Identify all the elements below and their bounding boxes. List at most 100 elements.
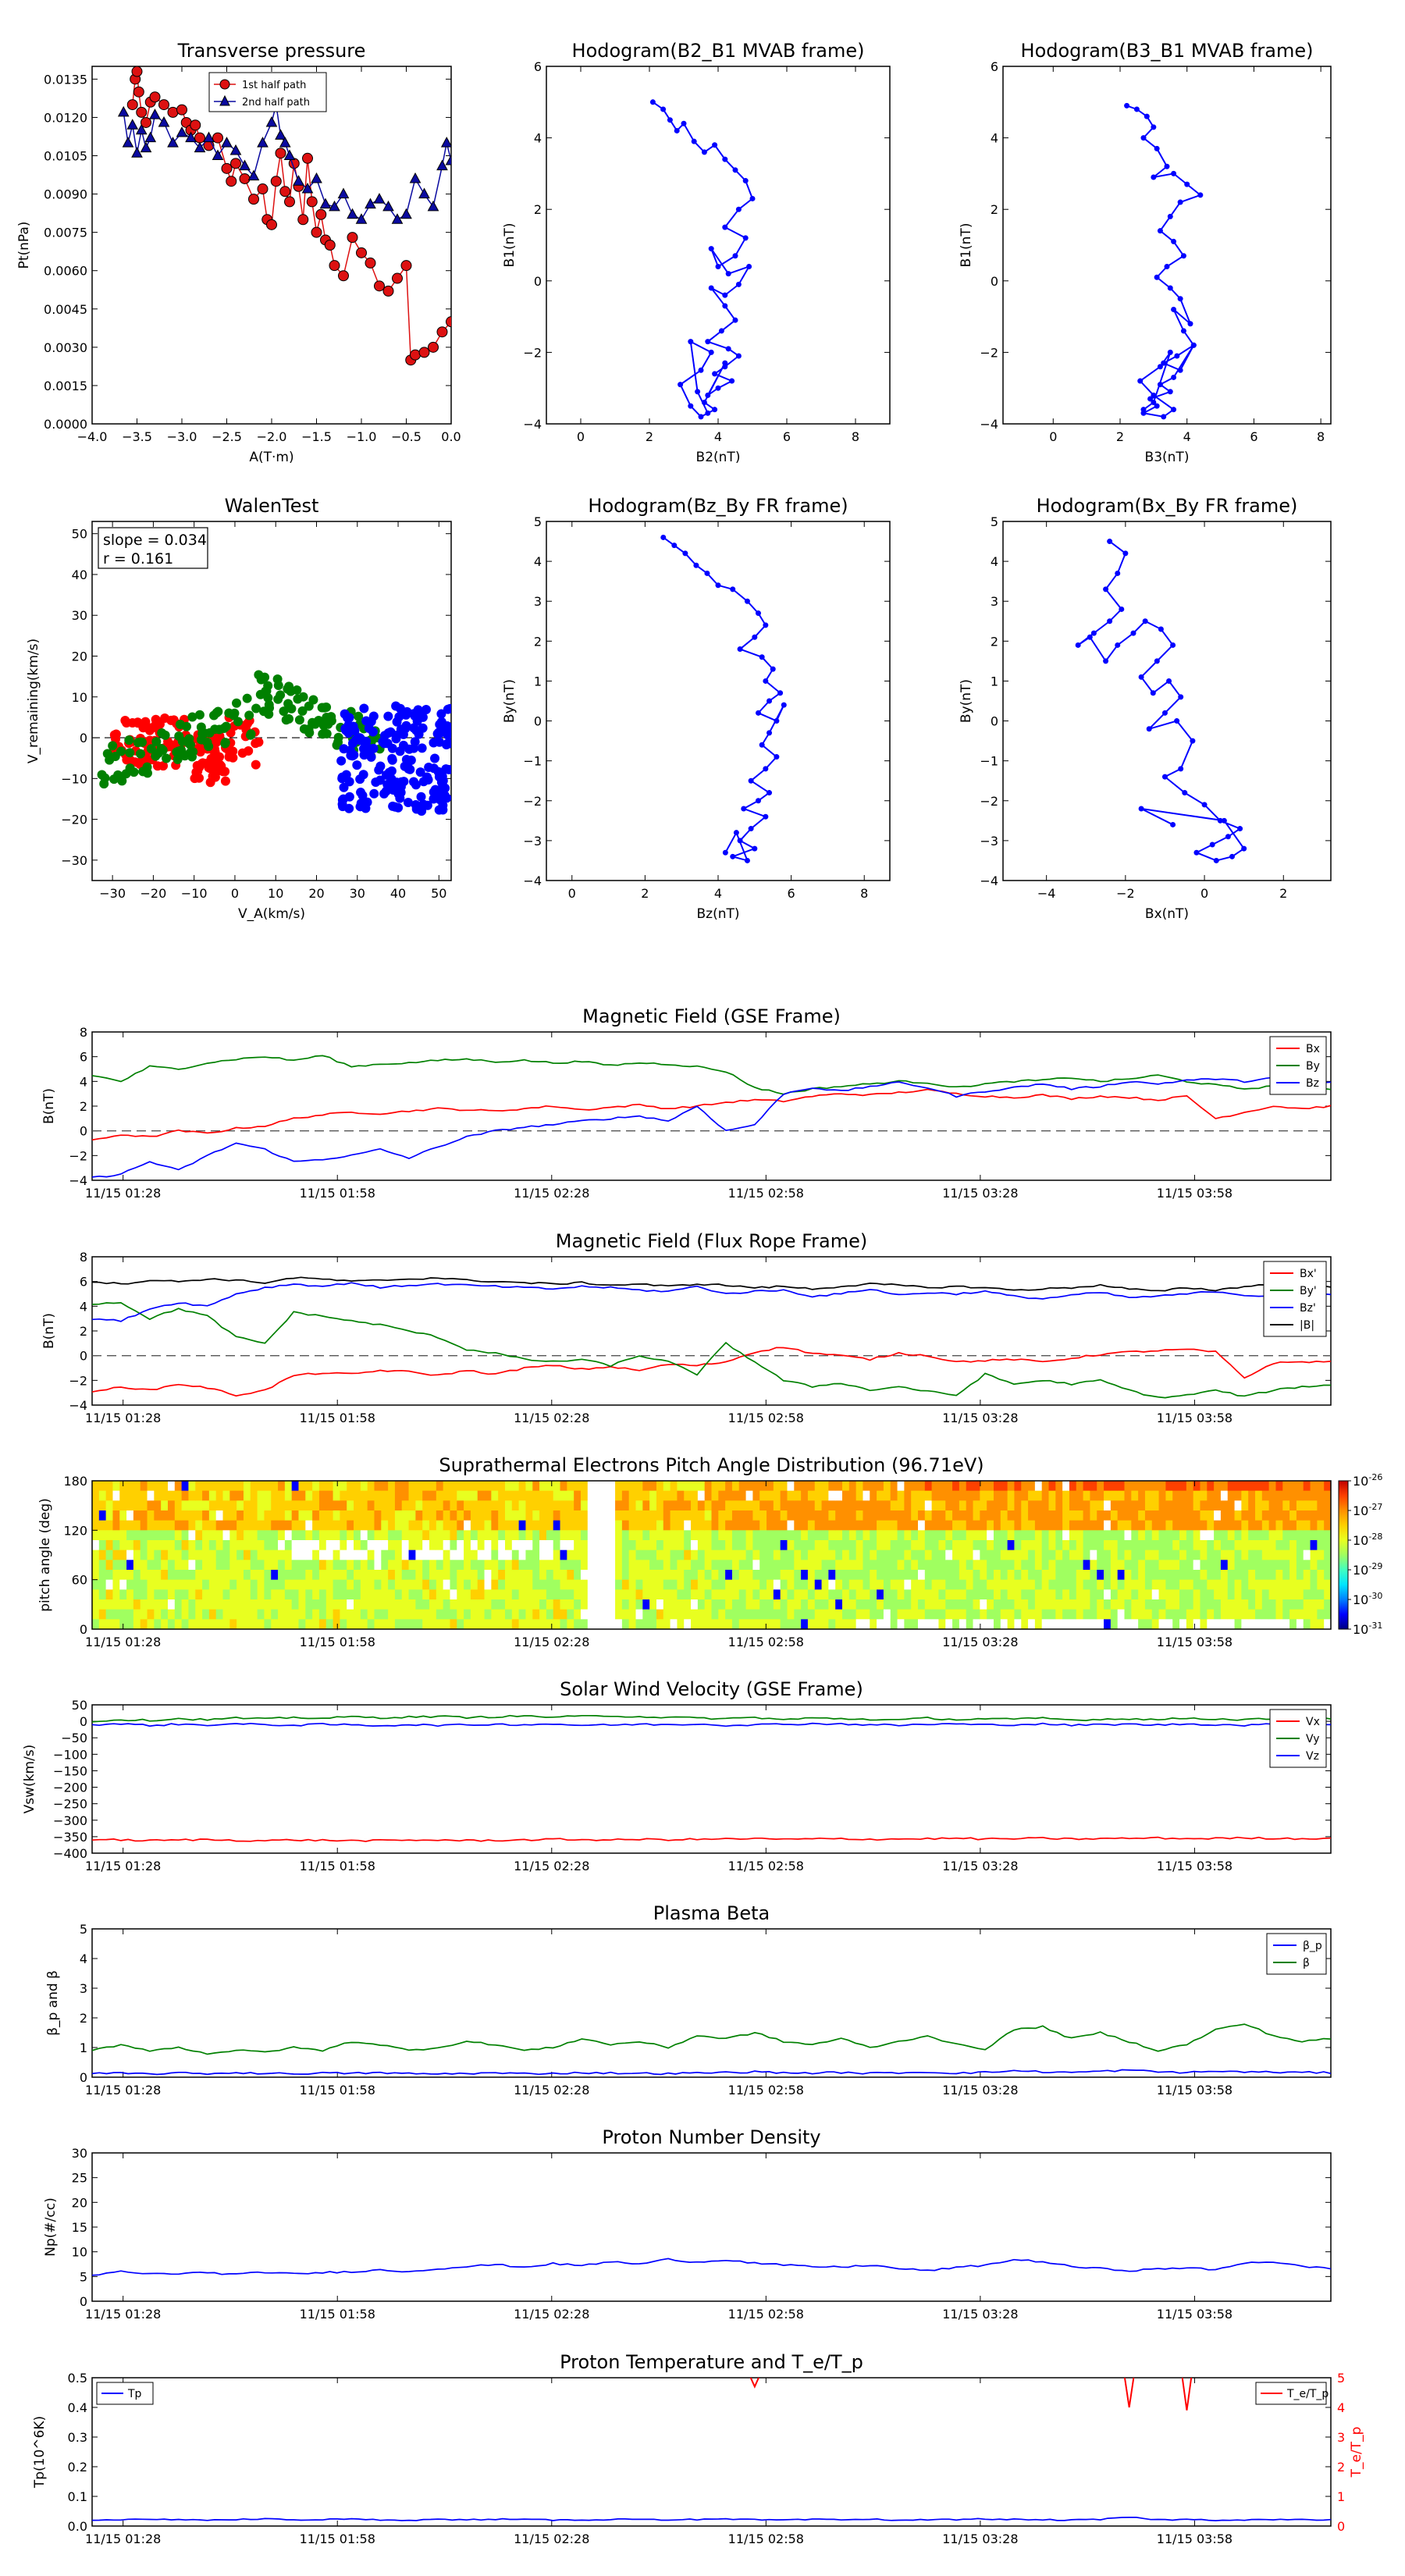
hodogram-point [1075,642,1081,648]
hodogram-point [1217,817,1223,824]
scatter-point [251,703,261,713]
scatter-point [180,751,190,761]
legend-marker [219,79,230,90]
data-point-1st-half [275,148,286,159]
data-point-2nd-half [185,131,197,143]
y-tick-label: 2 [991,202,998,217]
scatter-point [102,749,112,759]
hodogram-point [1115,570,1121,576]
series-line-By [92,1055,1331,1095]
scatter-point [246,730,256,740]
scatter-point [404,763,414,774]
y-axis-label: Pt(nPa) [16,222,32,269]
data-point-1st-half [140,116,151,128]
hodogram-point [1229,853,1235,859]
y-tick-label: −20 [61,813,87,827]
hodogram-point [1167,389,1173,395]
y-axis-label: By(nT) [502,679,518,723]
hodogram-point [708,246,714,252]
scatter-point [441,739,451,749]
hodogram-point [737,838,743,844]
scatter-point [332,740,342,750]
scatter-point [196,735,206,745]
hodogram-point [735,281,742,287]
hodogram-point [701,149,707,155]
scatter-point [395,793,405,803]
axes-frame [91,521,452,881]
y-tick-label: 2 [80,2011,87,2026]
y-axis-label: B1(nT) [502,223,518,268]
chart-title: Transverse pressure [177,40,366,62]
scatter-point [286,686,296,696]
scatter-point [204,742,214,752]
y-tick-label: −4 [523,873,542,888]
y-tick-label: 6 [534,59,542,74]
data-point-1st-half [428,341,439,353]
y-tick-label: −100 [53,1747,87,1762]
y-tick-label: −4 [980,417,998,432]
x-tick-label: 11/15 02:28 [514,1859,589,1873]
scatter-point [211,760,221,770]
data-point-2nd-half [239,159,251,171]
x-tick-label: 11/15 03:58 [1157,2307,1232,2322]
scatter-point [398,729,408,739]
y-tick-label: 0.0030 [44,340,87,355]
data-point-1st-half [167,106,179,118]
scatter-point [195,747,205,757]
hodogram-point [746,263,752,269]
scatter-point [401,710,411,720]
legend-label: T_e/T_p [1286,2388,1329,2400]
hodogram-point [1171,306,1177,312]
plot-area [660,534,787,863]
x-tick-label: 11/15 03:28 [942,1411,1018,1425]
data-point-2nd-half [445,154,451,165]
series-line-Vz [92,1722,1331,1727]
y-axis-label: pitch angle (deg) [37,1498,53,1612]
y-tick-label: 0 [80,731,87,745]
y-tick-label: 0 [534,714,542,729]
legend: Vx Vy Vz [1269,1709,1327,1768]
hodogram-point [735,353,742,359]
hodogram-point [1124,102,1130,109]
colorbar-label: 10-30 [1353,1591,1382,1607]
data-point-1st-half [149,91,161,103]
proton-temperature-chart: Proton Temperature and T_e/T_p 11/15 01:2… [32,2351,1364,2546]
x-axis-label: B3(nT) [1145,450,1190,465]
hodogram-point [781,702,787,708]
data-point-2nd-half [400,208,412,219]
hodogram-point [705,392,711,398]
x-tick-label: −4 [1037,886,1056,901]
scatter-point [341,770,351,780]
x-tick-label: 11/15 03:58 [1157,1859,1232,1873]
legend: Bx' By' Bz' |B| [1263,1261,1327,1337]
legend: Bx By Bz [1269,1036,1327,1095]
hodogram-point [1178,766,1184,772]
hodogram-point [701,400,707,406]
hodogram-point [1241,845,1247,852]
scatter-point [439,791,450,801]
scatter-point [434,772,444,782]
scatter-point [415,767,425,777]
y-tick-label: 1 [991,674,998,688]
scatter-point [135,760,145,770]
x-tick-label: 6 [783,429,791,444]
hodogram-chart-h2: Hodogram(B3_B1 MVAB frame) 0 2 4 6 8 −4 −2 0 2 4 6 B… [959,40,1332,465]
x-tick-label: 0 [1200,886,1208,901]
scatter-point [361,736,372,746]
legend-label: By' [1300,1285,1317,1297]
data-point-2nd-half [194,141,206,153]
y-tick-label: 4 [80,1299,87,1314]
hodogram-point [725,271,731,277]
y-tick-label: 4 [991,554,998,569]
hodogram-point [1137,378,1144,384]
scatter-point [137,737,147,747]
axes-frame [91,1928,1332,2078]
hodogram-point [693,562,699,568]
scatter-point [430,785,440,795]
scatter-point [368,727,378,737]
hodogram-point [708,285,714,291]
x-tick-label: 11/15 03:28 [942,1186,1018,1201]
y-tick-label: 6 [991,59,998,74]
hodogram-point [1174,718,1180,724]
hodogram-point [1107,618,1113,624]
